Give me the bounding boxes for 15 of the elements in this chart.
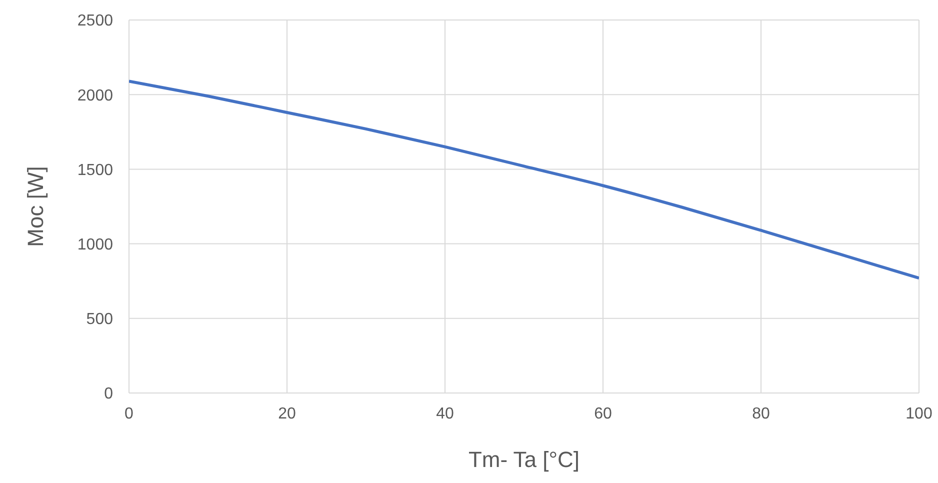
x-tick-label: 80: [752, 405, 770, 422]
y-tick-label: 0: [104, 386, 114, 403]
y-tick-label: 1500: [77, 162, 114, 179]
x-tick-label: 0: [124, 405, 134, 422]
x-axis-title: Tm- Ta [°C]: [468, 447, 580, 472]
x-tick-label: 40: [436, 405, 454, 422]
y-tick-label: 2000: [77, 87, 114, 104]
y-tick-label: 2500: [77, 12, 114, 30]
x-tick-label: 60: [594, 405, 612, 422]
y-tick-label: 500: [86, 311, 114, 328]
y-tick-label: 1000: [77, 236, 114, 254]
y-axis-title: Moc [W]: [22, 166, 48, 247]
line-series: [129, 80, 919, 280]
x-tick-label: 100: [906, 405, 932, 422]
x-tick-label: 20: [278, 405, 296, 422]
